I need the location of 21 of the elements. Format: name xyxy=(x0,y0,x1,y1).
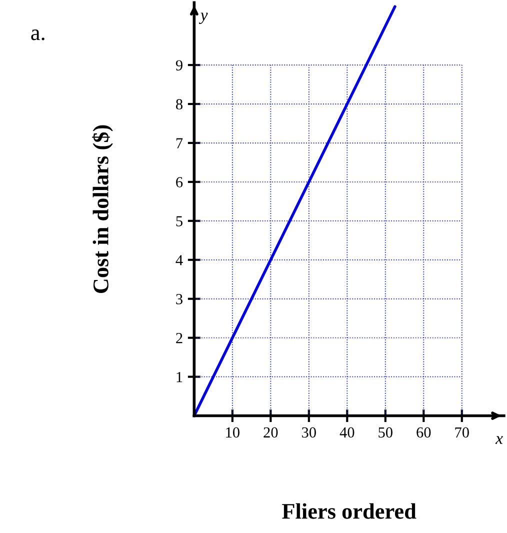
y-axis-title: Cost in dollars ($) xyxy=(92,125,113,293)
y-tick-label: 6 xyxy=(176,177,183,188)
y-tick-label: 5 xyxy=(176,216,182,226)
x-tick-label: 10 xyxy=(226,427,240,438)
y-tick-label: 8 xyxy=(176,99,182,110)
annotation: y xyxy=(198,12,208,24)
y-tick-label: 1 xyxy=(176,372,182,382)
y-tick-label: 9 xyxy=(176,60,182,70)
y-tick-label: 3 xyxy=(176,294,182,304)
y-tick-label: 2 xyxy=(176,332,182,344)
x-tick-label: 40 xyxy=(340,427,354,438)
y-tick-label: 4 xyxy=(176,255,183,266)
y-tick-label: 7 xyxy=(176,138,183,148)
x-axis-title: Fliers ordered xyxy=(282,503,416,519)
x-tick-label: 30 xyxy=(302,427,316,438)
x-tick-label: 20 xyxy=(264,427,278,438)
x-tick-label: 60 xyxy=(416,427,431,438)
text: x xyxy=(495,436,503,444)
x-tick-label: 50 xyxy=(378,427,392,438)
text: a. xyxy=(31,30,44,40)
x-tick-label: 70 xyxy=(455,427,469,438)
